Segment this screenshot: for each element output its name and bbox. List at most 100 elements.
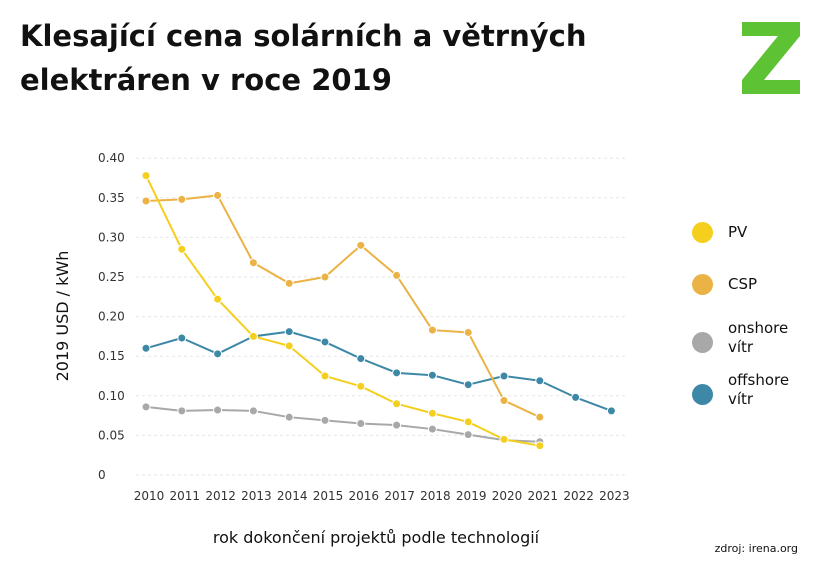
data-point: [535, 441, 545, 451]
series-line: [145, 175, 540, 447]
legend-label-offshore: offshore vítr: [728, 371, 790, 408]
data-point: [499, 396, 509, 406]
data-point: [463, 327, 473, 337]
x-tick-label: 2022: [563, 489, 594, 503]
legend-swatch-onshore: [692, 332, 713, 353]
logo-z-icon: [742, 22, 800, 94]
series-line: [145, 194, 541, 419]
data-point: [535, 376, 545, 386]
data-point: [356, 419, 366, 429]
data-point: [284, 327, 294, 337]
data-point: [141, 343, 151, 353]
data-point: [141, 196, 151, 206]
x-tick-label: 2014: [277, 489, 308, 503]
legend-item-csp: CSP: [692, 267, 822, 319]
x-tick-label: 2021: [528, 489, 559, 503]
data-point: [356, 240, 366, 250]
data-point: [248, 331, 258, 341]
legend-label-onshore: onshore vítr: [728, 319, 789, 356]
x-tick-label: 2020: [492, 489, 523, 503]
source-note: zdroj: irena.org: [714, 542, 798, 555]
x-axis-ticks: 2010 2011 2012 2013 2014 2015 2016 2017 2018 2019…: [134, 489, 630, 503]
data-point: [284, 341, 294, 351]
data-point: [392, 368, 402, 378]
data-point: [213, 294, 223, 304]
data-point: [356, 381, 366, 391]
data-point: [427, 370, 437, 380]
data-point: [571, 392, 581, 402]
y-tick-label: 0: [98, 468, 106, 482]
data-point: [284, 412, 294, 422]
y-tick-label: 0.05: [98, 428, 125, 442]
x-tick-label: 2013: [241, 489, 272, 503]
y-tick-label: 0.30: [98, 230, 125, 244]
series-csp: [141, 190, 545, 422]
legend-label-pv: PV: [728, 223, 748, 241]
data-point: [499, 371, 509, 381]
data-point: [320, 337, 330, 347]
x-tick-label: 2012: [205, 489, 236, 503]
data-point: [320, 415, 330, 425]
data-point: [535, 412, 545, 422]
data-point: [463, 380, 473, 390]
y-tick-label: 0.40: [98, 151, 125, 165]
data-point: [248, 258, 258, 268]
data-point: [427, 424, 437, 434]
data-point: [356, 354, 366, 364]
series-pv: [141, 171, 545, 451]
y-axis-label: 2019 USD / kWh: [53, 251, 72, 382]
x-tick-label: 2015: [313, 489, 344, 503]
data-point: [284, 278, 294, 288]
data-point: [213, 405, 223, 415]
data-point: [141, 402, 151, 412]
x-tick-label: 2011: [170, 489, 201, 503]
data-point: [427, 408, 437, 418]
data-point: [177, 194, 187, 204]
data-point: [320, 272, 330, 282]
data-point: [606, 406, 616, 416]
legend-swatch-csp: [692, 274, 713, 295]
x-tick-label: 2023: [599, 489, 630, 503]
grid-lines: [136, 157, 628, 476]
data-point: [392, 420, 402, 430]
x-axis-label: rok dokončení projektů podle technologií: [213, 528, 540, 547]
data-point: [392, 399, 402, 409]
data-point: [177, 406, 187, 416]
data-point: [463, 430, 473, 440]
series-offshore-vítr: [141, 327, 616, 416]
x-tick-label: 2010: [134, 489, 165, 503]
page-title: Klesající cena solárních a větrných elek…: [20, 19, 587, 97]
data-point: [213, 349, 223, 359]
legend-item-offshore: offshore vítr: [692, 371, 822, 423]
x-tick-label: 2016: [349, 489, 380, 503]
legend: PV CSP onshore vítr offshore vítr: [692, 215, 822, 423]
x-tick-label: 2018: [420, 489, 451, 503]
legend-label-csp: CSP: [728, 275, 758, 293]
data-point: [248, 406, 258, 416]
y-axis-ticks: 0 0.05 0.10 0.15 0.20 0.25 0.30 0.35 0.40: [98, 151, 125, 482]
data-point: [177, 244, 187, 254]
data-point: [177, 333, 187, 343]
x-tick-label: 2019: [456, 489, 487, 503]
y-tick-label: 0.35: [98, 191, 125, 205]
logo-z-shape: [742, 22, 800, 94]
series-line: [145, 405, 540, 443]
y-tick-label: 0.25: [98, 270, 125, 284]
data-point: [427, 325, 437, 335]
series-layer: [141, 171, 616, 451]
series-onshore-vítr: [141, 402, 545, 447]
y-tick-label: 0.20: [98, 310, 125, 324]
data-point: [463, 417, 473, 427]
series-line: [145, 330, 612, 412]
legend-swatch-pv: [692, 222, 713, 243]
data-point: [141, 171, 151, 181]
y-tick-label: 0.15: [98, 349, 125, 363]
data-point: [320, 371, 330, 381]
legend-item-pv: PV: [692, 215, 822, 267]
data-point: [499, 434, 509, 444]
legend-swatch-offshore: [692, 384, 713, 405]
y-tick-label: 0.10: [98, 389, 125, 403]
data-point: [392, 270, 402, 280]
data-point: [213, 190, 223, 200]
